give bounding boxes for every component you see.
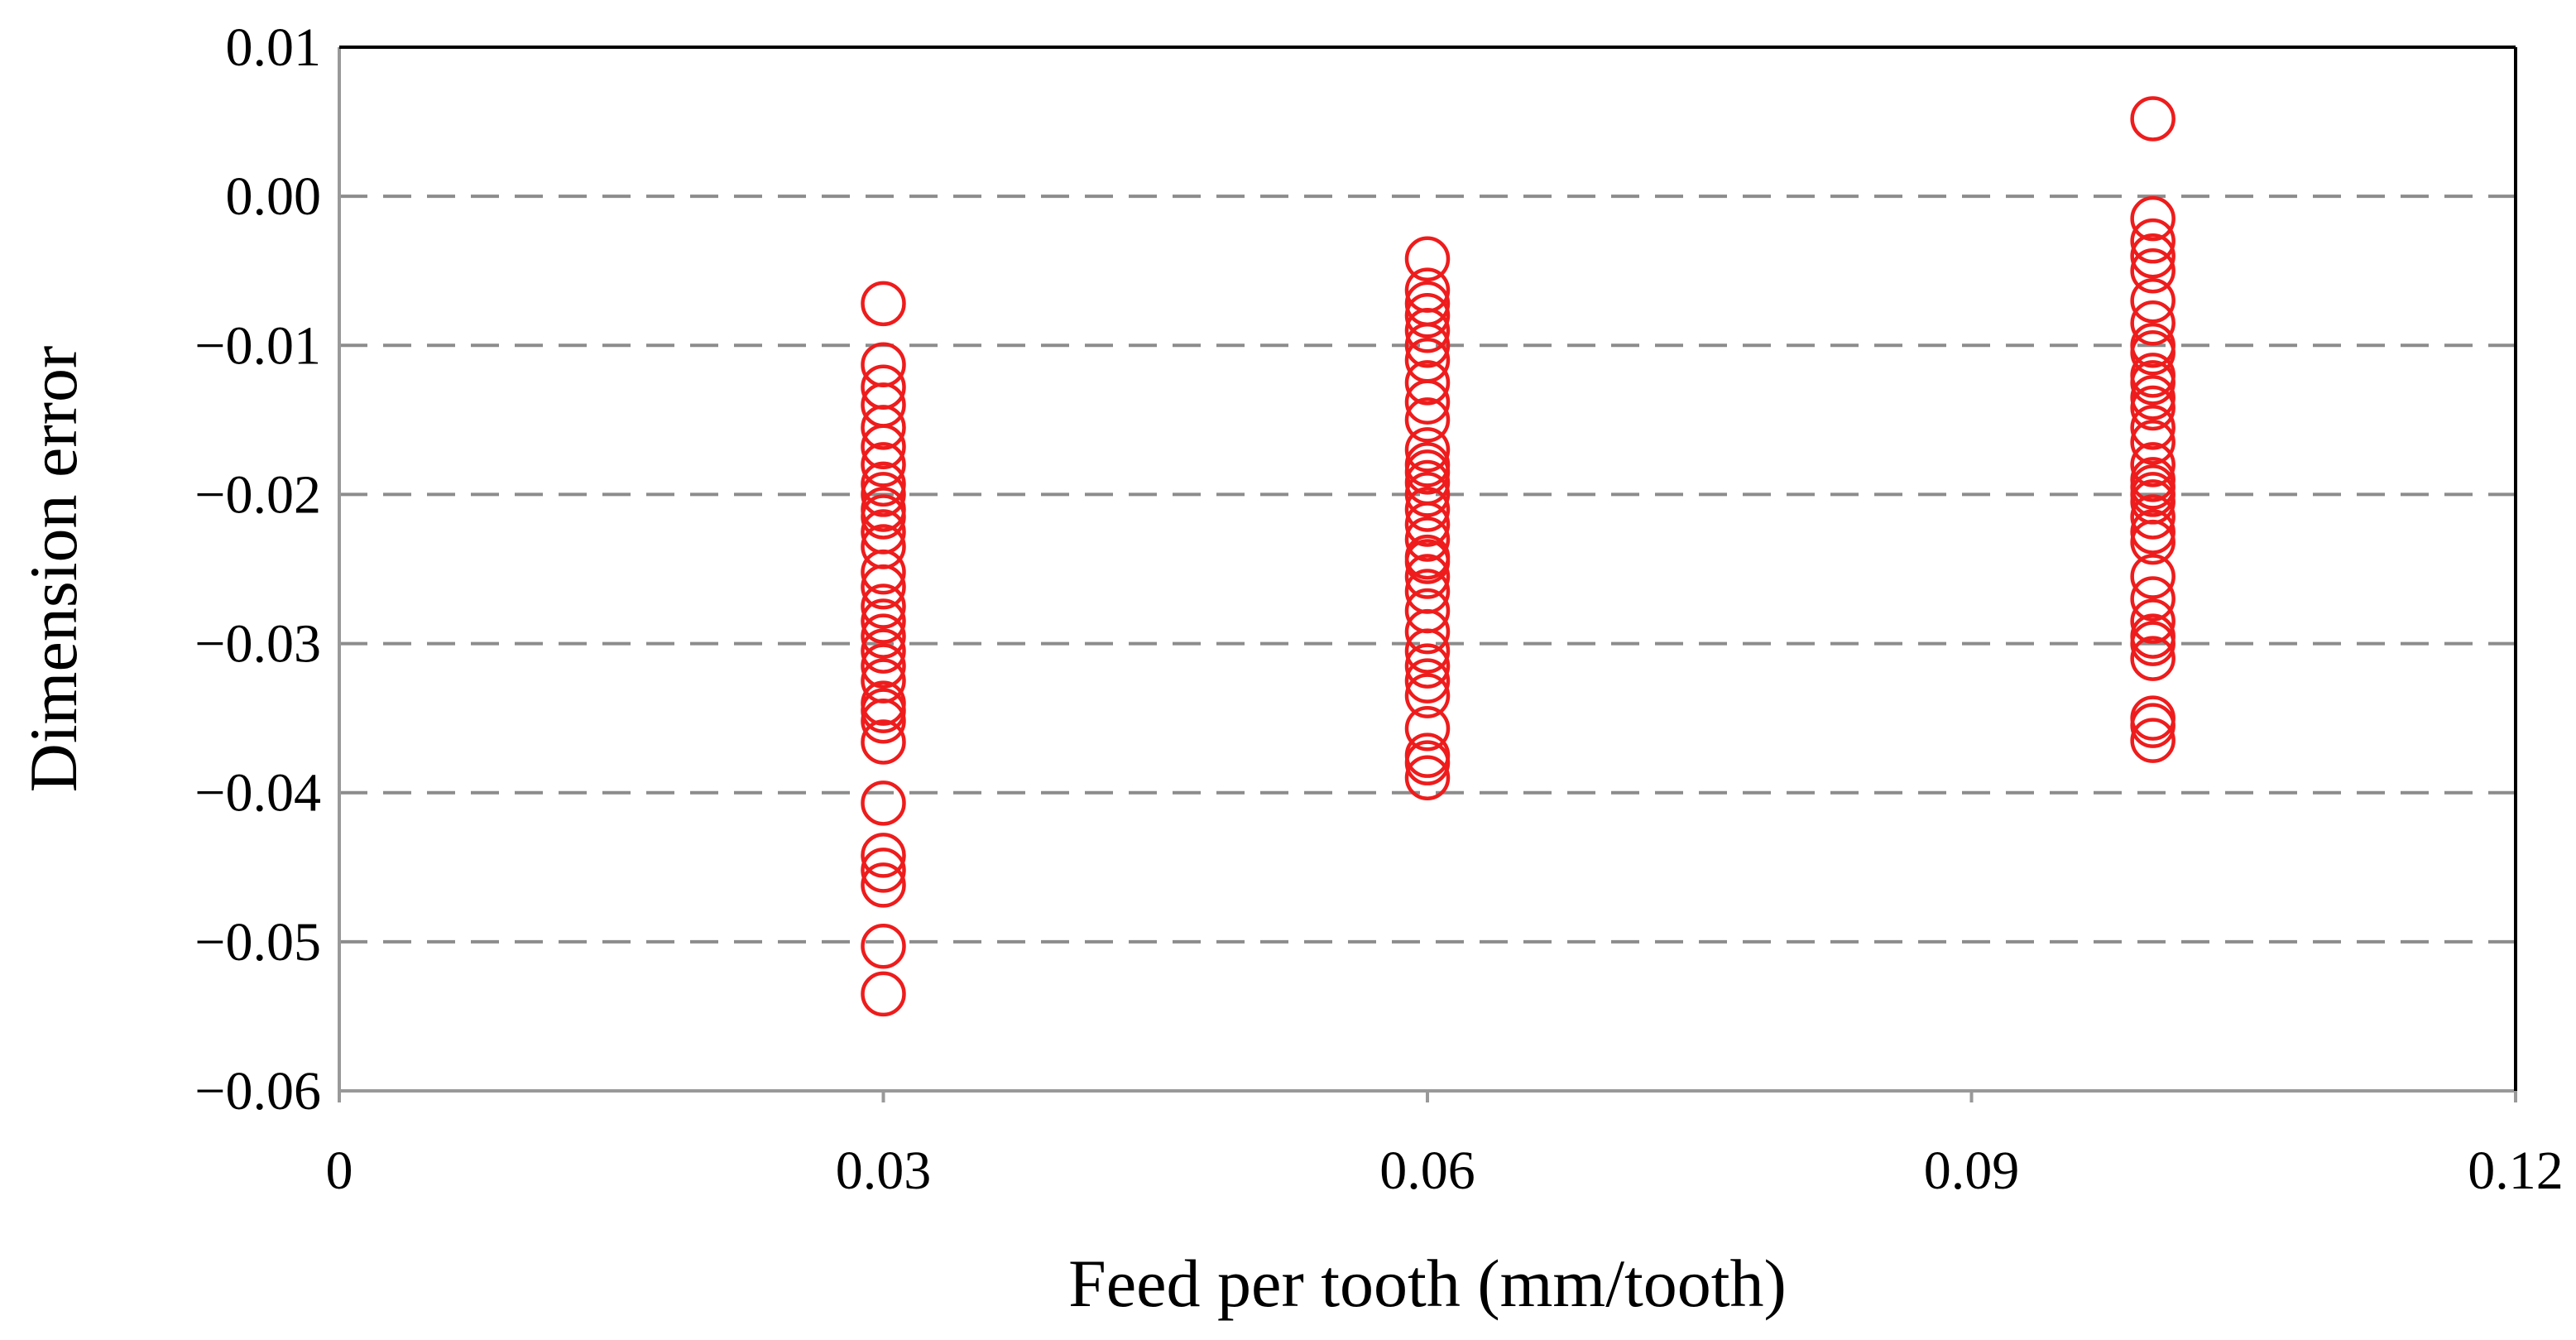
y-tick-label: −0.05: [194, 912, 321, 973]
data-point: [2130, 195, 2175, 242]
data-point: [2130, 703, 2175, 748]
y-axis-title: Dimension error: [16, 346, 91, 793]
data-point: [2130, 494, 2175, 540]
data-point: [1404, 539, 1451, 584]
data-point: [2130, 554, 2175, 599]
data-point: [861, 442, 906, 487]
data-point: [2130, 385, 2175, 431]
data-point: [2130, 277, 2175, 324]
data-point: [1404, 643, 1451, 689]
x-tick-label: 0.12: [2468, 1141, 2564, 1201]
data-point: [861, 564, 906, 610]
y-tick-label: −0.06: [194, 1061, 321, 1121]
data-point: [1404, 755, 1451, 800]
data-point: [1404, 516, 1451, 562]
data-point: [1404, 293, 1451, 339]
data-point: [2130, 598, 2175, 644]
x-tick-label: 0.06: [1379, 1141, 1475, 1201]
data-point: [1404, 628, 1451, 674]
data-point: [1404, 487, 1451, 532]
data-point: [2130, 330, 2175, 376]
data-point: [1404, 706, 1451, 752]
data-point: [1404, 472, 1451, 517]
data-point: [1404, 323, 1451, 368]
data-point: [861, 862, 906, 908]
y-tick-label: −0.02: [194, 464, 321, 525]
data-point: [2130, 420, 2175, 465]
data-point: [1404, 427, 1451, 473]
data-point: [861, 719, 906, 765]
data-point: [1404, 379, 1451, 425]
data-point: [1404, 236, 1451, 282]
data-point: [1404, 740, 1451, 785]
data-point: [861, 494, 906, 540]
data-point: [2130, 218, 2175, 264]
data-point: [1404, 608, 1451, 655]
data-points: [861, 96, 2175, 1017]
data-point: [1404, 397, 1451, 443]
data-point: [861, 643, 906, 689]
data-point: [2130, 621, 2175, 666]
data-point: [861, 833, 906, 878]
y-axis-ticks: 0.01 0.00 −0.01 −0.02 −0.03 −0.04 −0.05 −0.06: [194, 17, 321, 1121]
y-tick-label: 0.01: [226, 17, 322, 78]
x-tick-label: 0: [326, 1141, 353, 1201]
data-point: [2130, 247, 2175, 294]
data-point: [1404, 308, 1451, 353]
data-point: [861, 613, 906, 659]
data-point: [861, 924, 906, 969]
data-point: [861, 549, 906, 595]
data-point: [2130, 96, 2175, 142]
data-point: [861, 971, 906, 1017]
data-point: [1404, 502, 1451, 547]
data-point: [2130, 442, 2175, 487]
data-point: [2130, 636, 2175, 681]
x-tick-label: 0.09: [1924, 1141, 2020, 1201]
data-point: [2130, 519, 2175, 565]
y-tick-label: 0.00: [226, 166, 322, 227]
data-point: [2130, 300, 2175, 346]
data-point: [1404, 554, 1451, 599]
data-point: [861, 424, 906, 470]
data-point: [861, 688, 906, 733]
x-axis-title: Feed per tooth (mm/tooth): [1068, 1246, 1787, 1321]
data-point: [861, 461, 906, 507]
y-tick-label: −0.03: [194, 614, 321, 675]
data-point: [861, 405, 906, 450]
data-point: [861, 472, 906, 517]
y-tick-label: −0.01: [194, 315, 321, 376]
x-axis-ticks: 0 0.03 0.06 0.09 0.12: [326, 1091, 2564, 1201]
data-point: [1404, 449, 1451, 495]
data-point: [861, 598, 906, 644]
data-point: [861, 281, 906, 327]
data-point: [1404, 360, 1451, 406]
data-point: [2130, 233, 2175, 279]
x-tick-label: 0.03: [836, 1141, 932, 1201]
data-point: [861, 780, 906, 826]
data-point: [861, 848, 906, 893]
y-tick-label: −0.04: [194, 763, 321, 824]
data-point: [1404, 658, 1451, 704]
data-point: [2130, 509, 2175, 555]
data-point: [2130, 576, 2175, 622]
data-point: [2130, 718, 2175, 763]
data-point: [2130, 375, 2175, 420]
data-point: [861, 698, 906, 744]
data-point: [1404, 673, 1451, 718]
data-point: [2130, 360, 2175, 406]
data-point: [861, 628, 906, 674]
data-point: [861, 584, 906, 629]
data-point: [2130, 405, 2175, 450]
